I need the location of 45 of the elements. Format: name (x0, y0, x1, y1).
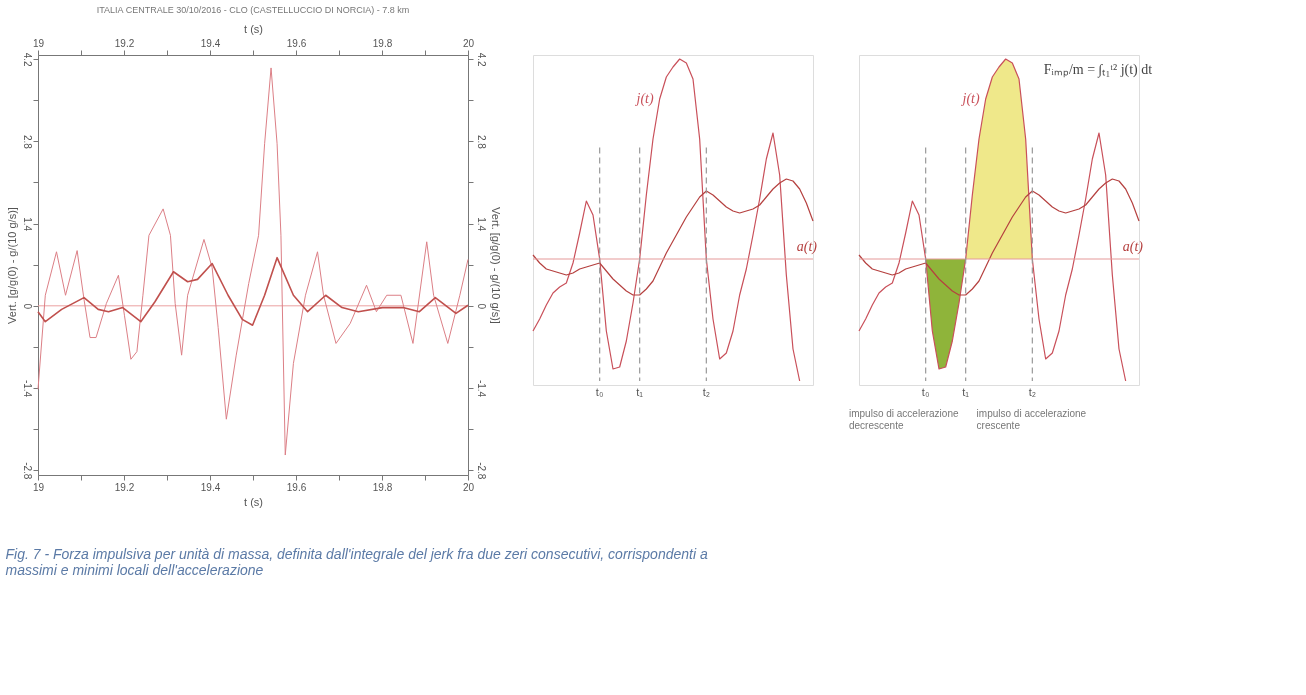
x-tick-label: t₀ (921, 386, 930, 398)
x2-axis-title: t (s) (244, 22, 263, 35)
x-tick-label: t₁ (962, 386, 970, 398)
x-tick-label: t₂ (702, 386, 710, 398)
y-tick-label: -2.8 (21, 462, 33, 480)
x-tick-label: 19 (32, 481, 45, 493)
x2-tick-label: 19 (32, 37, 45, 49)
x-tick-label: 19.4 (200, 481, 221, 493)
y2-tick-label: 1.4 (475, 217, 487, 232)
annotation: Fᵢₘₚ/m = ∫ₜ₁ᵗ² j(t) dt (1043, 62, 1153, 78)
caption: Fig. 7 - Forza impulsiva per unità di massa, definita dall'integrale del jerk fra due zeri consecutivi, corrispondenti a massimi e minimi locali dell'accelerazione (5, 545, 708, 578)
y2-tick-label: 4.2 (475, 52, 487, 67)
text: impulso di accelerazione decrescente (849, 408, 959, 431)
series-label: a(t) (796, 239, 818, 255)
x-tick-label: 19.6 (286, 481, 307, 493)
x-tick-label: t₁ (636, 386, 644, 398)
x2-tick-label: 19.8 (372, 37, 393, 49)
x-tick-label: 20 (462, 481, 475, 493)
y-tick-label: 1.4 (21, 217, 33, 232)
y2-tick-label: -1.4 (475, 379, 487, 398)
y-tick-label: 4.2 (21, 52, 33, 67)
y2-tick-label: 2.8 (475, 134, 487, 150)
x-tick-label: t₀ (595, 386, 604, 398)
text: impulso di accelerazione crescente (976, 408, 1087, 431)
y2-tick-label: -2.8 (475, 462, 487, 480)
x-tick-label: 19.2 (114, 481, 135, 493)
x2-tick-label: 19.4 (200, 37, 221, 49)
series-label: j(t) (634, 91, 654, 107)
y2-axis-title: Vert. [g/g(0) - g/(10 g/s)] (489, 207, 502, 324)
line-series (37, 67, 469, 456)
series-label: j(t) (960, 91, 980, 107)
chart-title: ITALIA CENTRALE 30/10/2016 - CLO (CASTELLUCCIO DI NORCIA) - 7.8 km (96, 5, 410, 15)
y-tick-label: 2.8 (21, 134, 33, 150)
series-label: a(t) (1122, 239, 1144, 255)
x-axis-title: t (s) (244, 495, 263, 508)
x2-tick-label: 19.6 (286, 37, 307, 49)
x2-tick-label: 20 (462, 37, 475, 49)
y2-tick-label: 0 (475, 303, 487, 310)
x-tick-label: 19.8 (372, 481, 393, 493)
y-axis-title: Vert. [g/g(0) - g/(10 g/s)] (5, 207, 18, 324)
y-tick-label: 0 (21, 303, 33, 310)
x-tick-label: t₂ (1028, 386, 1036, 398)
x2-tick-label: 19.2 (114, 37, 135, 49)
y-tick-label: -1.4 (21, 379, 33, 398)
line-series (37, 256, 469, 327)
